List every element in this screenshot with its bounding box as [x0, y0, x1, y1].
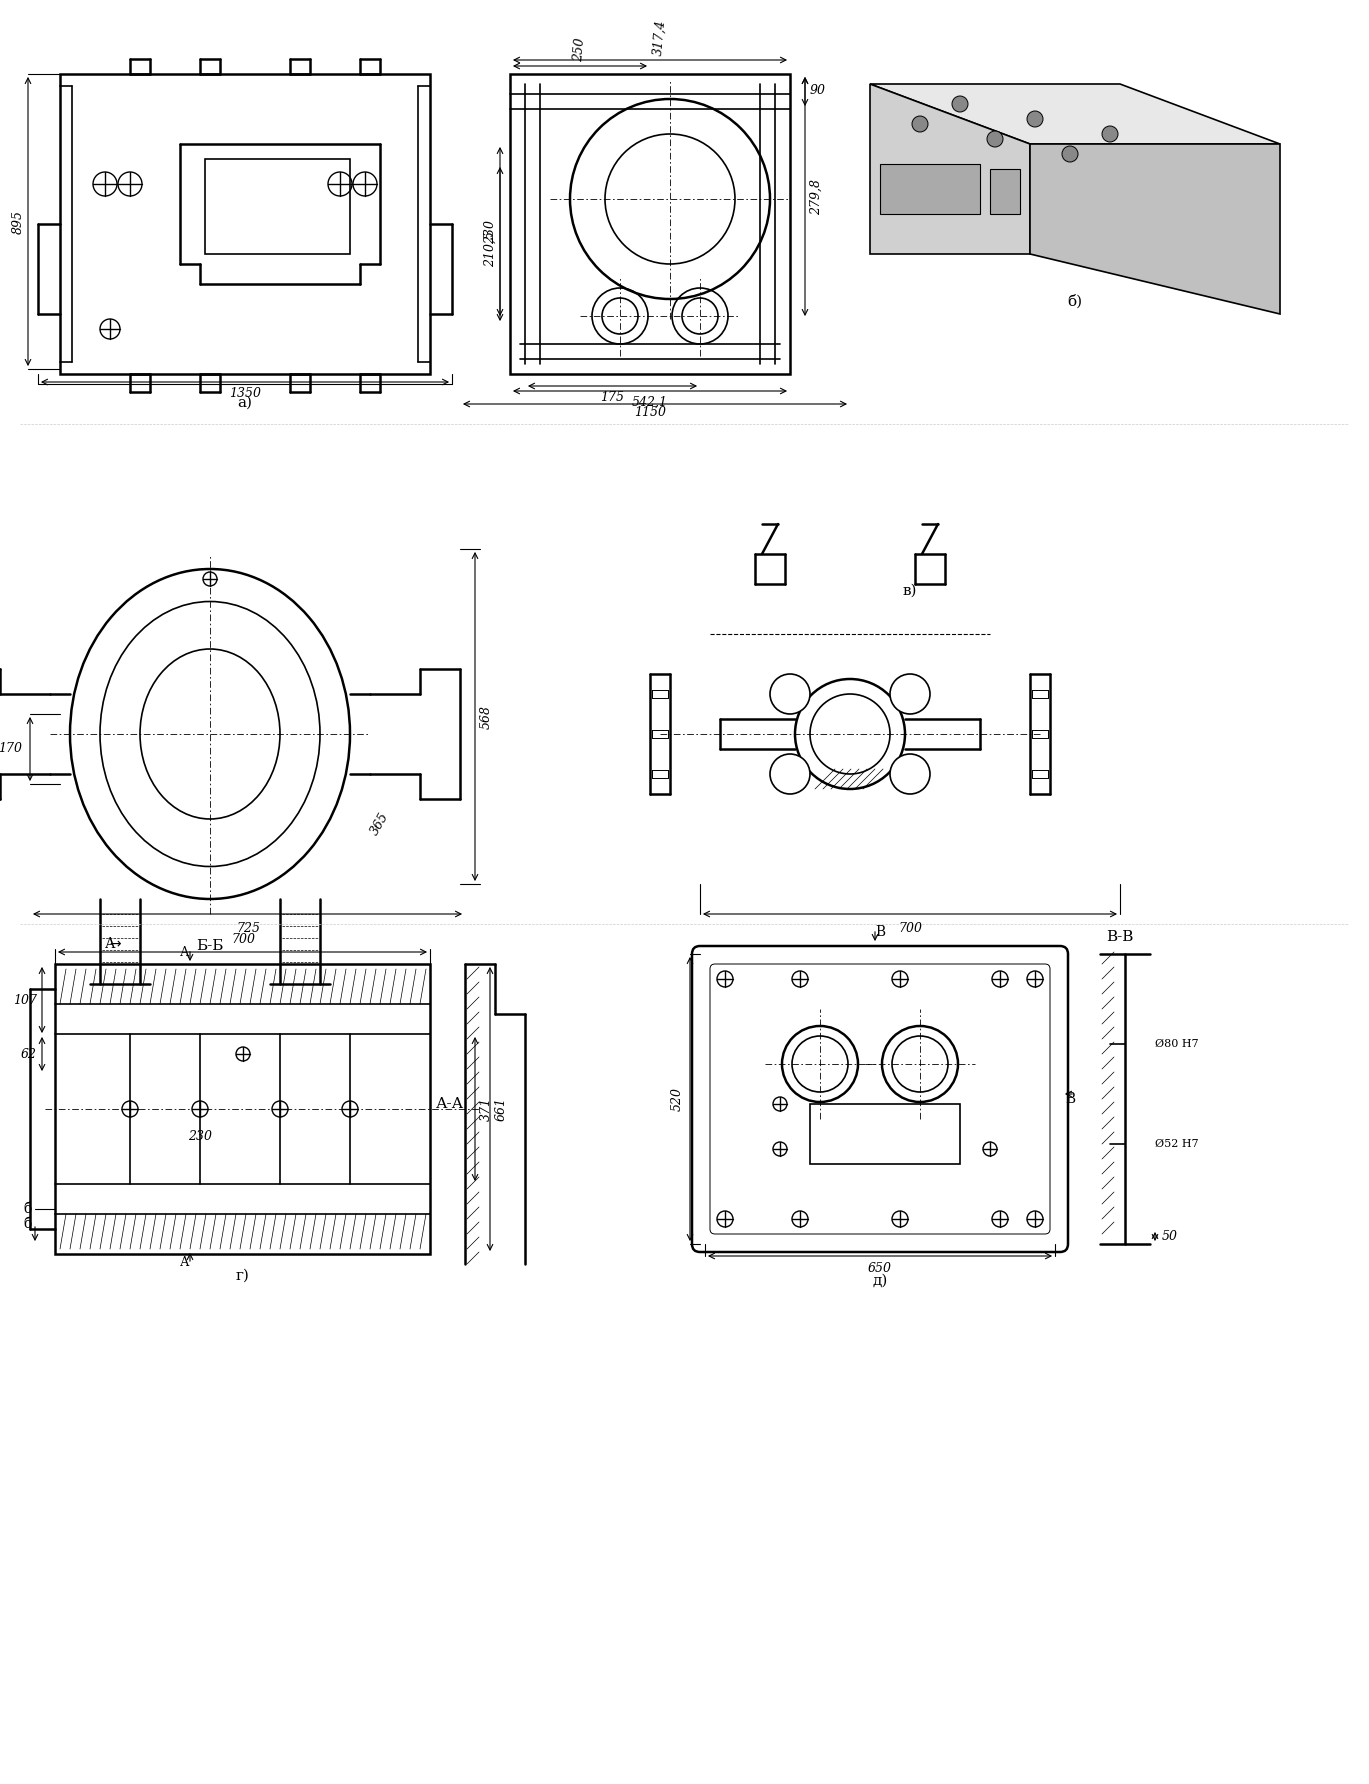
Text: В: В [1065, 1092, 1075, 1106]
Text: Ø52 H7: Ø52 H7 [1155, 1138, 1199, 1149]
Circle shape [1102, 127, 1118, 143]
Text: 371: 371 [481, 1097, 493, 1120]
Polygon shape [871, 84, 1280, 145]
Text: 50: 50 [1162, 1231, 1177, 1243]
Text: 661: 661 [496, 1097, 508, 1120]
Bar [880, 164, 980, 214]
Circle shape [890, 755, 930, 794]
Text: 230: 230 [188, 1129, 212, 1142]
Text: А: А [105, 937, 115, 951]
Circle shape [1027, 111, 1043, 127]
Text: 175: 175 [600, 391, 624, 403]
Text: 90: 90 [810, 84, 826, 98]
Text: б): б) [1068, 294, 1083, 309]
Text: 279,8: 279,8 [810, 178, 823, 216]
Bar [205, 159, 350, 253]
Text: →: → [110, 937, 120, 951]
Bar [60, 73, 430, 375]
Text: В-В: В-В [1106, 929, 1134, 944]
Text: В: В [875, 924, 886, 938]
Text: 725: 725 [235, 922, 260, 935]
Text: А: А [181, 1256, 190, 1268]
Text: а): а) [237, 396, 252, 410]
Circle shape [912, 116, 928, 132]
Bar [990, 169, 1020, 214]
Circle shape [769, 755, 810, 794]
Circle shape [987, 130, 1003, 146]
Text: 520: 520 [671, 1086, 684, 1111]
Polygon shape [871, 84, 1029, 253]
Text: 317,4: 317,4 [652, 20, 668, 55]
Text: 365: 365 [368, 810, 392, 838]
Polygon shape [1029, 145, 1280, 314]
Text: 1350: 1350 [229, 387, 261, 400]
Text: 107: 107 [12, 994, 37, 1006]
Bar [810, 1104, 960, 1163]
Text: А: А [181, 946, 190, 960]
Text: Ø80 H7: Ø80 H7 [1155, 1038, 1199, 1049]
Text: г): г) [235, 1268, 251, 1283]
Text: 230: 230 [485, 219, 497, 244]
Text: 250: 250 [572, 37, 587, 62]
Text: 700: 700 [898, 922, 921, 935]
Circle shape [1062, 146, 1077, 162]
Text: 62: 62 [21, 1047, 37, 1060]
Circle shape [769, 674, 810, 714]
Text: 650: 650 [868, 1261, 893, 1276]
Text: в): в) [902, 583, 917, 598]
Text: 170: 170 [0, 742, 22, 755]
Circle shape [890, 674, 930, 714]
Text: б: б [23, 1217, 31, 1231]
Bar [511, 73, 790, 375]
Text: 210,5: 210,5 [485, 230, 497, 268]
Text: А-А: А-А [435, 1097, 464, 1111]
Text: 542,1: 542,1 [632, 396, 668, 409]
Bar [55, 963, 430, 1254]
Text: 568: 568 [481, 705, 493, 730]
Text: 1150: 1150 [634, 407, 665, 419]
Text: 895: 895 [12, 211, 25, 234]
Circle shape [951, 96, 968, 112]
Text: д): д) [872, 1274, 887, 1288]
Text: б: б [23, 1202, 31, 1217]
Text: Б-Б: Б-Б [196, 938, 223, 953]
Text: 700: 700 [231, 933, 255, 946]
